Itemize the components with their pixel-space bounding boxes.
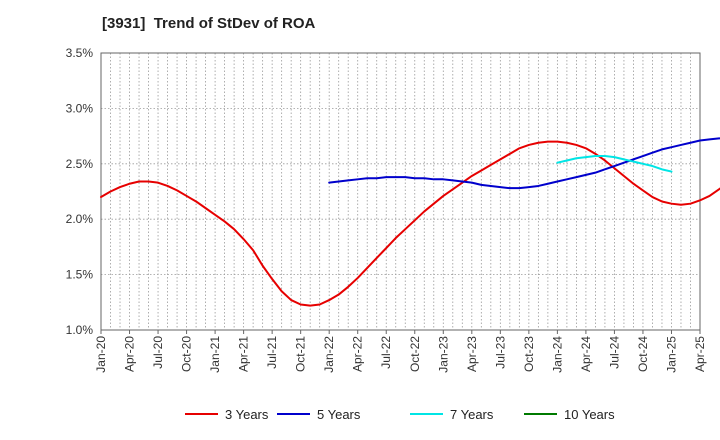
- x-tick-label: Apr-22: [351, 336, 365, 372]
- x-tick-label: Apr-21: [237, 336, 251, 372]
- y-tick-label: 3.5%: [66, 46, 94, 60]
- x-tick-label: Oct-24: [636, 336, 650, 372]
- legend-label: 5 Years: [317, 407, 361, 422]
- legend-label: 7 Years: [450, 407, 494, 422]
- x-tick-label: Jan-21: [208, 336, 222, 373]
- series-line-3-years: [100, 140, 720, 307]
- x-tick-label: Jul-22: [379, 336, 393, 369]
- series-line-5-years: [328, 137, 720, 190]
- plot-frame: [100, 52, 701, 331]
- x-tick-label: Oct-20: [180, 336, 194, 372]
- legend-label: 10 Years: [564, 407, 615, 422]
- x-tick-label: Oct-23: [522, 336, 536, 372]
- x-tick-label: Apr-25: [693, 336, 707, 372]
- x-tick-label: Jan-20: [94, 336, 108, 373]
- x-tick-label: Jan-25: [664, 336, 678, 373]
- y-tick-label: 1.0%: [66, 323, 94, 337]
- y-tick-label: 2.0%: [66, 212, 94, 226]
- x-tick-label: Jan-23: [436, 336, 450, 373]
- x-tick-label: Jul-21: [265, 336, 279, 369]
- x-tick-label: Oct-21: [294, 336, 308, 372]
- legend: 3 Years 5 Years 7 Years 10 Years: [185, 407, 615, 422]
- x-tick-label: Apr-20: [123, 336, 137, 372]
- x-tick-label: Jan-22: [322, 336, 336, 373]
- y-tick-label: 2.5%: [66, 157, 94, 171]
- x-tick-label: Oct-22: [408, 336, 422, 372]
- series-line-7-years: [556, 155, 673, 173]
- x-tick-label: Jul-20: [151, 336, 165, 369]
- series-layer: [100, 137, 720, 307]
- legend-label: 3 Years: [225, 407, 269, 422]
- x-tick-label: Jul-23: [493, 336, 507, 369]
- axes-layer: 1.0% 1.5% 2.0% 2.5% 3.0% 3.5% Jan-20 Apr-20 Jul-…: [66, 46, 707, 373]
- grid-layer: [101, 53, 700, 330]
- y-tick-label: 3.0%: [66, 101, 94, 115]
- y-tick-label: 1.5%: [66, 268, 94, 282]
- x-tick-label: Jan-24: [550, 336, 564, 373]
- x-tick-label: Apr-24: [579, 336, 593, 372]
- x-tick-label: Jul-24: [607, 336, 621, 369]
- x-tick-label: Apr-23: [465, 336, 479, 372]
- chart-title: [3931] Trend of StDev of ROA: [102, 15, 316, 32]
